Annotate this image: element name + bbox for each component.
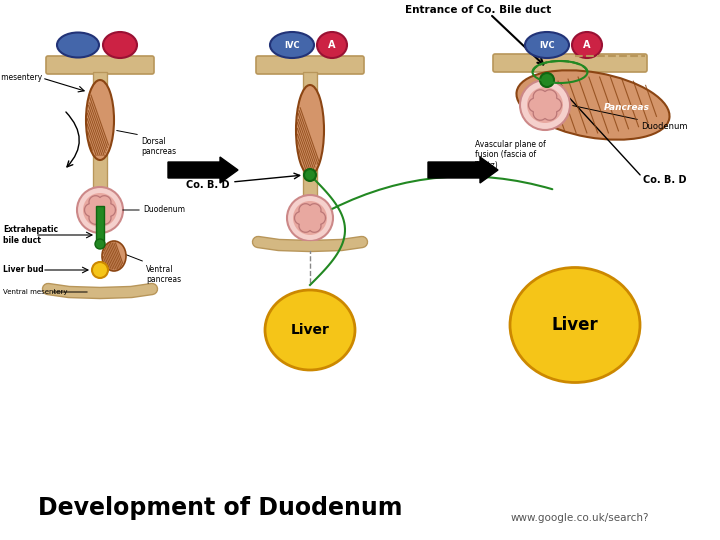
Text: Dorsal mesentery: Dorsal mesentery [0,73,42,83]
Text: Extrahepatic
bile duct: Extrahepatic bile duct [3,225,58,245]
Ellipse shape [293,201,327,235]
Text: Liver bud: Liver bud [3,266,44,274]
Ellipse shape [287,195,333,241]
Ellipse shape [510,267,640,382]
FancyBboxPatch shape [256,56,364,74]
Ellipse shape [103,32,137,58]
Ellipse shape [92,262,108,278]
Ellipse shape [57,32,99,57]
Text: Entrance of Co. Bile duct: Entrance of Co. Bile duct [405,5,551,15]
Ellipse shape [525,32,569,58]
Ellipse shape [296,85,324,175]
Ellipse shape [83,193,117,227]
FancyArrow shape [168,157,238,183]
Ellipse shape [86,80,114,160]
Text: Liver: Liver [291,323,330,337]
Text: Dorsal
pancreas: Dorsal pancreas [141,137,176,157]
Ellipse shape [304,169,316,181]
Text: Avascular plane of
fusion (fascia of
Treitz): Avascular plane of fusion (fascia of Tre… [475,140,546,170]
Text: Development of Duodenum: Development of Duodenum [37,496,402,520]
Ellipse shape [95,239,105,249]
Bar [96,206,104,244]
Ellipse shape [270,32,314,58]
Text: www.google.co.uk/search?: www.google.co.uk/search? [510,513,649,523]
Bar [303,72,317,220]
Text: Co. B. D: Co. B. D [186,180,230,190]
Text: Ventral
pancreas: Ventral pancreas [146,265,181,285]
Text: Co. B. D: Co. B. D [643,175,686,185]
Text: Ventral mesentery: Ventral mesentery [3,289,68,295]
Bar [93,72,107,210]
Ellipse shape [102,241,126,271]
FancyBboxPatch shape [493,54,647,72]
Text: IVC: IVC [284,40,300,50]
Ellipse shape [265,290,355,370]
Text: A: A [328,40,336,50]
Ellipse shape [540,73,554,87]
FancyBboxPatch shape [46,56,154,74]
Text: IVC: IVC [539,40,555,50]
Ellipse shape [516,70,670,140]
Ellipse shape [317,32,347,58]
Ellipse shape [77,187,123,233]
Text: Liver: Liver [552,316,598,334]
Text: A: A [583,40,590,50]
Ellipse shape [527,87,563,123]
Ellipse shape [572,32,602,58]
Ellipse shape [520,80,570,130]
Text: Pancreas: Pancreas [604,104,650,112]
Text: Duodenum: Duodenum [641,122,688,131]
FancyArrow shape [428,157,498,183]
Text: Duodenum: Duodenum [143,206,185,214]
